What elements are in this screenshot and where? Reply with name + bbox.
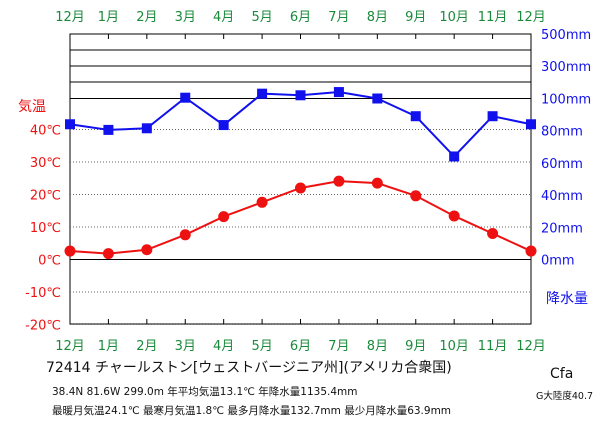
series-layer <box>64 87 537 260</box>
precipitation-point <box>103 124 114 135</box>
temperature-point <box>64 245 76 257</box>
temperature-point <box>410 190 422 202</box>
month-label-top: 3月 <box>175 10 196 25</box>
precipitation-point <box>372 93 383 104</box>
temperature-point <box>141 244 153 256</box>
grid-layer <box>69 33 532 325</box>
month-label-bottom: 10月 <box>439 339 469 354</box>
label-layer: 12月 12月 1月 1月 2月 2月 3月 3月 4月 4月 5月 5月 6月 6月 7月 7月 8月 8月 9月… <box>18 10 591 354</box>
temperature-point <box>371 177 383 189</box>
precipitation-point <box>449 151 460 162</box>
precipitation-point <box>487 111 498 122</box>
month-label-bottom: 7月 <box>328 339 349 354</box>
precipitation-point <box>333 87 344 98</box>
month-label-bottom: 12月 <box>55 339 85 354</box>
precipitation-point <box>526 119 536 130</box>
temperature-point <box>448 210 460 222</box>
precipitation-point <box>410 111 421 122</box>
month-label-top: 10月 <box>439 10 469 25</box>
precipitation-axis-label: 降水量 <box>546 291 588 307</box>
month-label-bottom: 12月 <box>516 339 546 354</box>
month-label-top: 6月 <box>290 10 311 25</box>
temperature-axis-label: 気温 <box>18 99 46 115</box>
precipitation-line <box>69 91 532 158</box>
axis-layer <box>69 34 532 324</box>
precipitation-point <box>180 92 191 103</box>
temperature-tick-label: 10℃ <box>30 221 61 236</box>
station-info-line2: 最暖月気温24.1℃ 最寒月気温1.8℃ 最多月降水量132.7mm 最少月降水… <box>52 404 451 417</box>
precipitation-point <box>65 119 75 130</box>
month-label-bottom: 3月 <box>175 339 196 354</box>
temperature-point <box>525 245 537 257</box>
temperature-point <box>333 175 345 187</box>
precipitation-tick-label: 60mm <box>541 157 583 172</box>
temperature-point <box>102 248 114 260</box>
month-label-bottom: 6月 <box>290 339 311 354</box>
plot-frame <box>69 33 532 325</box>
precipitation-tick-label: 0mm <box>541 254 575 269</box>
month-label-bottom: 2月 <box>136 339 157 354</box>
precipitation-point <box>295 90 306 101</box>
month-label-bottom: 9月 <box>405 339 426 354</box>
month-label-top: 12月 <box>516 10 546 25</box>
precipitation-tick-label: 300mm <box>541 60 591 75</box>
temperature-tick-label: 0℃ <box>38 254 61 269</box>
temperature-point <box>256 196 268 208</box>
temperature-tick-label: 20℃ <box>30 189 61 204</box>
month-label-top: 1月 <box>98 10 119 25</box>
month-label-bottom: 4月 <box>213 339 234 354</box>
temperature-point <box>218 211 230 223</box>
month-label-bottom: 11月 <box>478 339 508 354</box>
month-label-bottom: 5月 <box>251 339 272 354</box>
month-label-top: 7月 <box>328 10 349 25</box>
precipitation-tick-label: 80mm <box>541 125 583 140</box>
precipitation-point <box>218 120 229 131</box>
temperature-tick-label: 40℃ <box>30 124 61 139</box>
precipitation-tick-label: 20mm <box>541 221 583 236</box>
month-label-bottom: 8月 <box>367 339 388 354</box>
temperature-point <box>487 228 499 239</box>
precipitation-point <box>257 88 268 99</box>
month-label-top: 2月 <box>136 10 157 25</box>
temperature-tick-label: 30℃ <box>30 156 61 171</box>
month-label-top: 11月 <box>478 10 508 25</box>
temperature-point <box>179 229 191 241</box>
precipitation-tick-label: 40mm <box>541 189 583 204</box>
precipitation-tick-label: 100mm <box>541 93 591 108</box>
station-info-line1: 38.4N 81.6W 299.0m 年平均気温13.1℃ 年降水量1135.4… <box>52 385 358 398</box>
month-label-top: 5月 <box>251 10 272 25</box>
temperature-tick-label: -10℃ <box>25 286 61 301</box>
continentality-index: G大陸度40.7 <box>536 390 593 402</box>
precipitation-tick-label: 500mm <box>541 28 591 43</box>
climate-code: Cfa <box>550 366 573 382</box>
precipitation-point <box>141 123 152 134</box>
month-label-bottom: 1月 <box>98 339 119 354</box>
month-label-top: 4月 <box>213 10 234 25</box>
month-label-top: 8月 <box>367 10 388 25</box>
temperature-point <box>295 182 306 194</box>
month-label-top: 9月 <box>405 10 426 25</box>
month-label-top: 12月 <box>55 10 85 25</box>
temperature-tick-label: -20℃ <box>25 319 61 334</box>
station-title: 72414 チャールストン[ウェストバージニア州](アメリカ合衆国) <box>46 360 452 376</box>
